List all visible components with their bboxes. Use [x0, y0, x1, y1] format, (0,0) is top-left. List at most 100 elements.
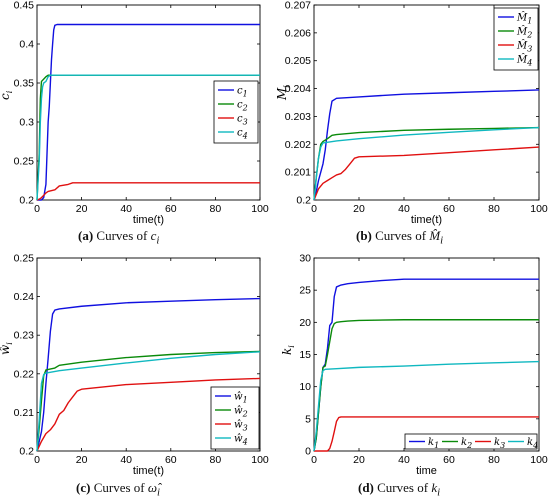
- caption-c-sub: i: [157, 486, 161, 499]
- y-tick-label: 15: [299, 349, 311, 361]
- legend: M̂1M̂2M̂3M̂4: [493, 7, 539, 71]
- caption-d: (d) Curves of ki: [358, 480, 440, 499]
- caption-c-symbol: ω̂: [147, 480, 158, 495]
- y-tick-label: 0.207: [285, 0, 311, 12]
- caption-b-text: Curves of: [375, 228, 427, 243]
- chart-panel-a: 0 20 40 60 80 100 0.2 0.25 0.3 0.35 0.4 0.45 time(t)…: [0, 0, 269, 226]
- series-line-M̂4: [313, 126, 540, 201]
- y-tick-label: 0.205: [285, 55, 311, 67]
- caption-b: (b) Curves of M̂i: [356, 228, 443, 247]
- x-tick-label: 40: [398, 203, 410, 215]
- y-tick-label: 20: [299, 317, 311, 329]
- caption-c: (c) Curves of ω̂i: [76, 480, 160, 499]
- legend-label-M̂4: M̂4: [516, 54, 532, 68]
- x-axis-label: time: [416, 465, 437, 477]
- caption-c-letter: (c): [76, 480, 91, 495]
- legend-label-c4: c4: [237, 128, 248, 141]
- x-tick-label: 80: [488, 454, 500, 466]
- series-line-c4: [36, 74, 260, 201]
- y-tick-label: 0.2: [296, 195, 311, 207]
- x-tick-label: 40: [120, 454, 132, 466]
- series-line-k4: [313, 360, 540, 452]
- caption-d-letter: (d): [358, 480, 374, 495]
- x-tick-label: 100: [251, 454, 269, 466]
- x-tick-label: 0: [34, 454, 40, 466]
- legend-label-M̂3: M̂3: [516, 40, 532, 54]
- y-axis-label: ki: [280, 345, 296, 355]
- caption-b-symbol: M̂: [429, 228, 441, 243]
- y-axis-label: ŵi: [0, 342, 14, 355]
- y-tick-label: 0.4: [19, 39, 34, 51]
- x-tick-label: 40: [120, 203, 132, 215]
- y-tick-label: 0.21: [14, 407, 35, 419]
- series-line-ŵ4: [36, 351, 261, 452]
- caption-b-letter: (b): [356, 228, 372, 243]
- x-tick-label: 80: [210, 203, 222, 215]
- x-tick-label: 60: [443, 454, 455, 466]
- y-tick-label: 0.24: [14, 291, 35, 303]
- caption-a-letter: (a): [78, 228, 94, 243]
- x-tick-label: 20: [353, 454, 365, 466]
- series-line-ŵ3: [36, 377, 261, 452]
- legend: k1 k2 k3 k4: [404, 433, 538, 450]
- caption-d-symbol: k: [431, 480, 438, 495]
- y-tick-label: 0.2: [19, 446, 34, 458]
- y-tick-label: 0.23: [14, 330, 35, 342]
- x-tick-label: 60: [443, 203, 455, 215]
- legend-label-c3: c3: [237, 114, 248, 127]
- chart-panel-d: 0 20 40 60 80 100 0 5 10 15 20 25 30 time ki k1 k2 k3 k4: [280, 253, 548, 478]
- legend-label-k1: k1: [428, 437, 439, 450]
- caption-d-sub: i: [437, 486, 441, 499]
- y-tick-label: 25: [299, 285, 311, 297]
- x-tick-label: 20: [76, 203, 88, 215]
- y-tick-label: 0.25: [14, 253, 35, 265]
- x-tick-label: 0: [311, 203, 317, 215]
- series-line-ŵ2: [36, 350, 261, 452]
- y-tick-label: 0.201: [285, 167, 311, 179]
- caption-b-sub: i: [440, 234, 444, 247]
- x-axis-label: time(t): [411, 214, 442, 226]
- x-axis-label: time(t): [133, 214, 164, 226]
- caption-c-text: Curves of: [93, 480, 145, 495]
- legend-label-ŵ2: ŵ2: [234, 406, 248, 419]
- y-tick-label: 0.204: [285, 83, 311, 95]
- x-tick-label: 60: [165, 203, 177, 215]
- legend-label-k2: k2: [461, 437, 472, 450]
- caption-a-symbol: c: [150, 228, 157, 243]
- caption-a: (a) Curves of ci: [78, 228, 159, 247]
- y-axis-label: Mi: [275, 85, 291, 101]
- x-tick-label: 100: [530, 203, 548, 215]
- legend-label-c1: c1: [237, 86, 248, 99]
- x-tick-label: 100: [530, 454, 548, 466]
- legend-label-k4: k4: [527, 437, 538, 450]
- legend-label-M̂2: M̂2: [516, 26, 532, 40]
- y-axis-label: ci: [0, 90, 14, 100]
- y-tick-label: 0.45: [14, 0, 35, 12]
- y-tick-label: 0.3: [19, 117, 34, 129]
- series-line-k3: [314, 416, 539, 452]
- x-tick-label: 20: [76, 454, 88, 466]
- x-tick-label: 60: [165, 454, 177, 466]
- legend-label-c2: c2: [237, 100, 248, 113]
- series-line-c3: [36, 182, 260, 201]
- legend-box: [404, 433, 538, 450]
- plot-frame: [313, 257, 540, 452]
- series-line-M̂1: [313, 89, 540, 201]
- y-tick-label: 30: [299, 253, 311, 265]
- caption-a-sub: i: [156, 234, 160, 247]
- x-tick-label: 0: [311, 454, 317, 466]
- y-tick-label: 0.202: [285, 139, 311, 151]
- y-tick-label: 0.35: [14, 78, 35, 90]
- chart-panel-c: 0 20 40 60 80 100 0.2 0.21 0.22 0.23 0.24 0.25 time(…: [0, 253, 269, 478]
- chart-panel-b: 0 20 40 60 80 100 0.2 0.201 0.202 0.203 0.204 0.205…: [275, 0, 548, 226]
- legend-label-ŵ1: ŵ1: [234, 392, 248, 405]
- caption-d-text: Curves of: [377, 480, 429, 495]
- caption-a-text: Curves of: [96, 228, 148, 243]
- x-tick-label: 20: [353, 203, 365, 215]
- legend-label-k3: k3: [494, 437, 505, 450]
- y-tick-label: 0.206: [285, 27, 311, 39]
- x-tick-label: 80: [488, 203, 500, 215]
